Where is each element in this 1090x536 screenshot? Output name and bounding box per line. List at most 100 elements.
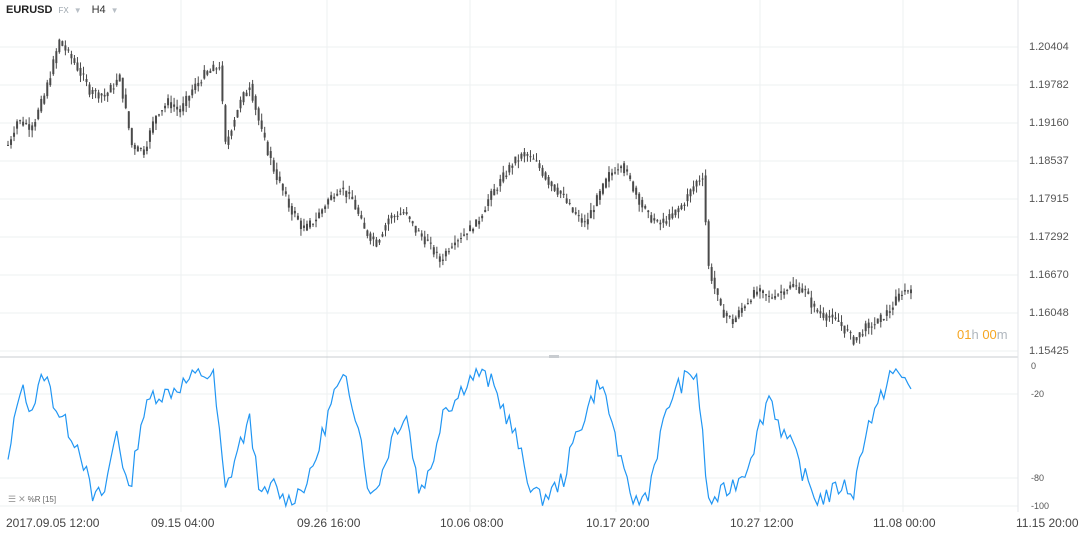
candle-body <box>115 79 118 86</box>
candle-body <box>52 59 55 75</box>
candle-body <box>614 172 617 174</box>
candle-body <box>381 234 384 237</box>
candle-body <box>399 213 402 215</box>
candle-body <box>466 233 469 235</box>
candle-body <box>607 172 610 182</box>
candle-body <box>315 219 318 222</box>
candle-body <box>876 318 879 324</box>
candle-body <box>10 139 13 145</box>
candle-body <box>903 289 906 292</box>
oscillator-tick-label: -80 <box>1031 473 1045 483</box>
candle-body <box>67 49 70 51</box>
candle-body <box>659 222 662 225</box>
candle-body <box>589 210 592 219</box>
candle-body <box>885 310 888 316</box>
time-tick-label: 10.17 20:00 <box>586 516 650 530</box>
candle-body <box>771 297 774 299</box>
candle-body <box>58 39 61 53</box>
candle-body <box>124 94 127 109</box>
oscillator-line <box>7 366 912 509</box>
candle-body <box>849 332 852 334</box>
candle-body <box>130 128 133 146</box>
candle-body <box>626 169 629 172</box>
close-icon[interactable]: ✕ <box>18 494 26 504</box>
candle-body <box>447 251 450 253</box>
candle-body <box>378 239 381 243</box>
source-label: FX <box>58 5 69 15</box>
candle-body <box>197 82 200 87</box>
candle-body <box>864 323 867 332</box>
candle-body <box>783 291 786 295</box>
candle-body <box>765 294 768 296</box>
timeframe-selector[interactable]: H4 <box>91 4 106 16</box>
candle-body <box>580 218 583 223</box>
candle-body <box>843 325 846 334</box>
candle-body <box>185 95 188 107</box>
candle-body <box>444 250 447 257</box>
candle-body <box>795 285 798 287</box>
candle-body <box>360 215 363 219</box>
candle-body <box>176 106 179 110</box>
candle-body <box>405 212 408 214</box>
candle-body <box>435 251 438 253</box>
candle-body <box>792 283 795 287</box>
candle-body <box>363 222 366 229</box>
candle-body <box>487 199 490 206</box>
symbol-selector[interactable]: EURUSD <box>6 4 53 16</box>
candle-body <box>441 259 444 261</box>
candle-body <box>16 121 19 129</box>
chevron-down-icon[interactable]: ▼ <box>73 5 82 15</box>
candle-body <box>629 175 632 179</box>
candle-body <box>475 219 478 227</box>
candle-body <box>28 124 31 130</box>
candle-body <box>617 169 620 171</box>
pane-resize-handle[interactable] <box>549 355 559 358</box>
price-tick-label: 1.16670 <box>1029 268 1069 281</box>
candle-body <box>804 289 807 291</box>
candle-body <box>43 95 46 104</box>
candle-body <box>526 154 529 156</box>
candle-body <box>414 225 417 233</box>
candle-body <box>719 299 722 306</box>
price-tick-label: 1.15425 <box>1029 345 1069 357</box>
chevron-down-icon[interactable]: ▼ <box>110 5 119 15</box>
price-candles <box>7 38 912 346</box>
candle-body <box>100 93 103 96</box>
candle-body <box>31 125 34 131</box>
candle-body <box>728 315 731 317</box>
candle-body <box>233 119 236 127</box>
candle-body <box>858 332 861 338</box>
candle-body <box>453 242 456 246</box>
oscillator-grid <box>0 393 1018 507</box>
candle-body <box>674 209 677 216</box>
candle-body <box>91 89 94 94</box>
candle-body <box>505 175 508 177</box>
candle-body <box>158 114 160 116</box>
candle-body <box>894 296 897 306</box>
candle-body <box>668 213 671 220</box>
candle-body <box>139 147 142 149</box>
price-tick-label: 1.20404 <box>1029 41 1069 53</box>
candle-body <box>671 213 674 219</box>
candle-body <box>7 144 9 146</box>
candle-body <box>393 216 396 218</box>
candle-body <box>623 163 626 174</box>
candle-body <box>272 160 275 172</box>
candle-body <box>577 215 580 217</box>
menu-icon[interactable]: ☰ <box>8 494 17 504</box>
candle-body <box>662 218 665 223</box>
candle-body <box>710 267 713 281</box>
candle-body <box>420 233 423 237</box>
candle-body <box>366 230 369 236</box>
candle-body <box>354 199 357 210</box>
candle-body <box>309 220 311 228</box>
candle-body <box>583 221 586 223</box>
candle-body <box>538 163 541 169</box>
candle-body <box>333 196 336 199</box>
candle-body <box>502 172 505 182</box>
countdown-hours: 01 <box>957 327 972 342</box>
candle-body <box>151 121 154 133</box>
candle-body <box>725 312 728 317</box>
candle-body <box>595 195 598 206</box>
